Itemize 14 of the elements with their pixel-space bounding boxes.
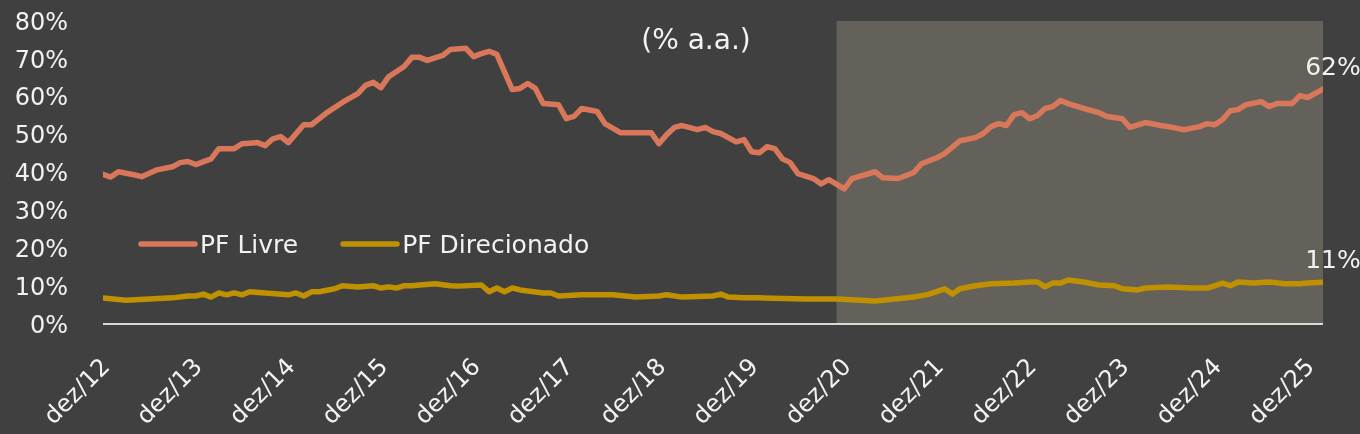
y-tick-label: 80% [14,7,68,36]
y-tick-label: 0% [29,310,68,339]
legend-label: PF Direcionado [402,229,590,259]
y-tick-label: 20% [14,234,68,263]
y-tick-label: 60% [14,83,68,112]
chart-subtitle: (% a.a.) [640,22,752,58]
data-label: 11% [1305,245,1360,275]
y-tick-label: 50% [14,121,68,150]
legend-label: PF Livre [200,229,299,259]
data-label: 62% [1305,52,1360,82]
y-tick-label: 30% [14,197,68,226]
y-tick-label: 70% [14,45,68,74]
y-tick-label: 10% [14,272,68,301]
y-tick-label: 40% [14,159,68,188]
